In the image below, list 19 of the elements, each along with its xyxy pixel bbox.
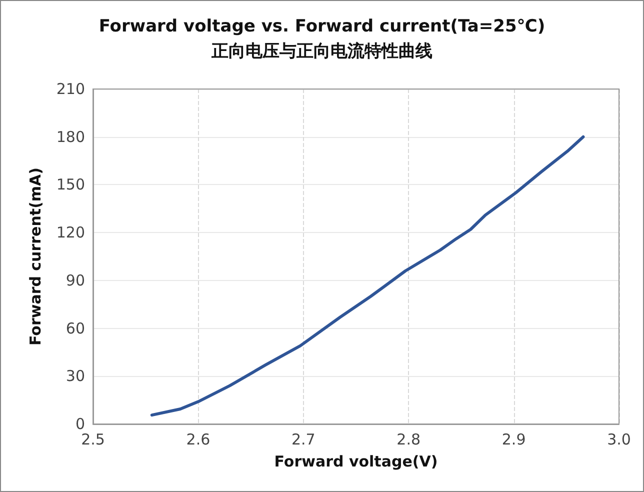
x-tick-label: 2.7 [291,430,316,448]
x-tick-label: 2.9 [502,430,526,448]
y-tick-label: 210 [56,80,85,98]
y-tick-label: 150 [56,176,85,194]
x-tick-label: 2.8 [396,430,421,448]
x-tick-label: 2.6 [186,430,210,448]
chart-subtitle: 正向电压与正向电流特性曲线 [210,42,432,62]
y-tick-label: 120 [56,224,85,242]
y-axis-title: Forward current(mA) [26,167,44,346]
chart-title: Forward voltage vs. Forward current(Ta=25℃) [98,16,546,36]
y-tick-label: 30 [66,367,85,386]
y-tick-label: 0 [75,415,85,433]
y-tick-label: 60 [66,319,85,338]
y-tick-label: 90 [66,271,85,290]
x-tick-label: 3.0 [607,430,631,448]
line-series [150,135,585,417]
x-axis-title: Forward voltage(V) [274,452,438,470]
x-tick-label: 2.5 [81,430,105,448]
y-tick-label: 180 [56,128,85,146]
